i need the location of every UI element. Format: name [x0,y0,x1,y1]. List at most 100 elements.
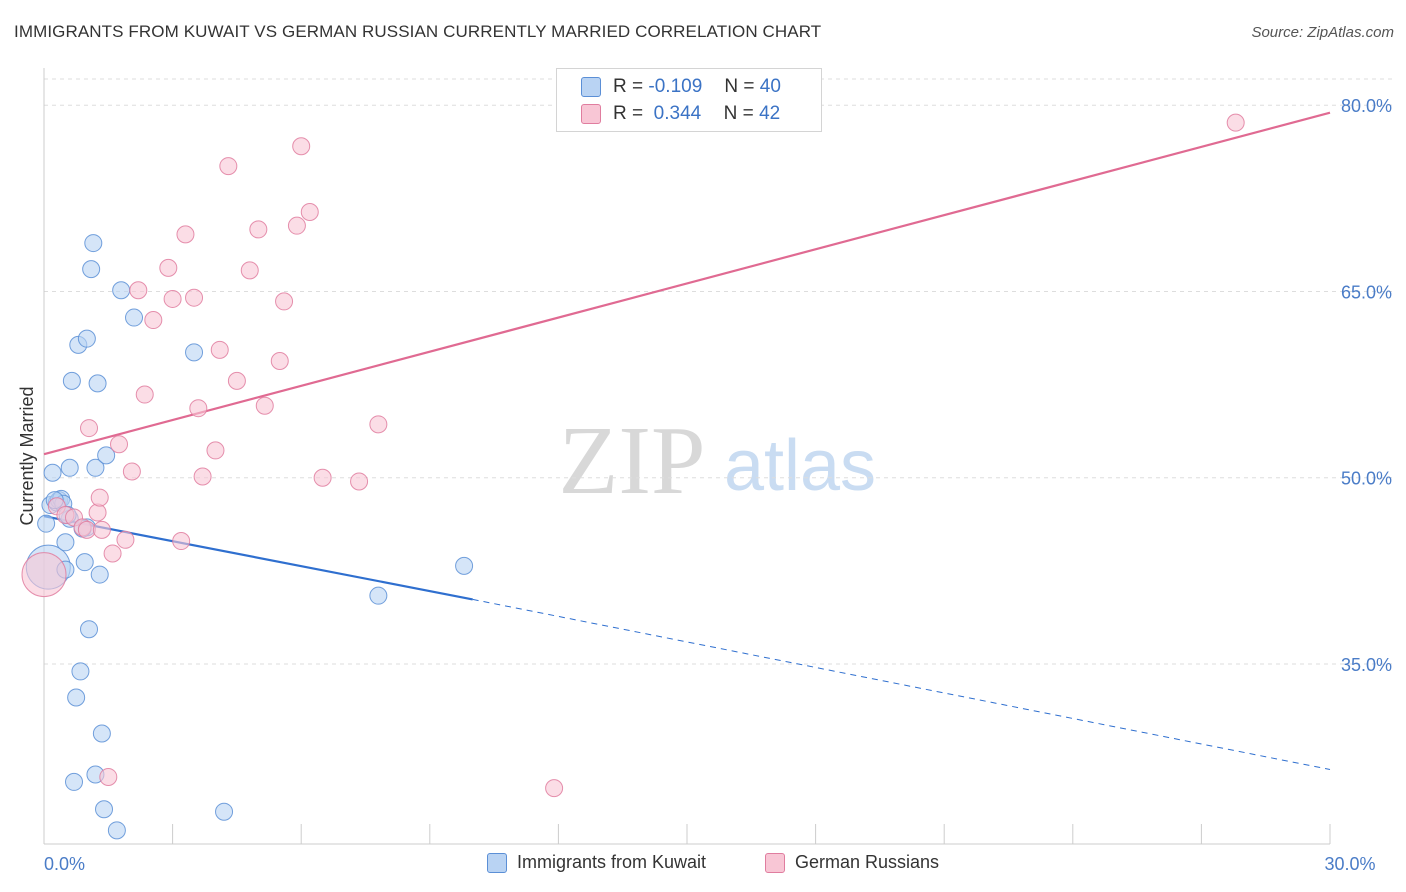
kuwait-point [56,533,75,552]
kuwait-trendline-extension [472,598,1331,770]
kuwait-point [82,260,101,279]
chart-title: IMMIGRANTS FROM KUWAIT VS GERMAN RUSSIAN… [14,22,822,41]
german-russian-trendline [43,111,1331,456]
kuwait-point [90,565,109,584]
n-label: N = [723,103,754,124]
pink-swatch [765,852,785,873]
german-russian-point [270,352,289,371]
kuwait-point [125,308,144,327]
german-russian-point [129,281,148,300]
german-russian-point [21,552,67,598]
y-tick-label: 65.0% [1341,282,1392,302]
kuwait-point [369,586,388,605]
german-russian-point [185,288,204,307]
axes [43,68,1331,845]
german-russian-point [163,289,182,308]
german-russian-point [110,435,129,454]
german-russian-point [99,767,118,786]
source-credit: Source: ZipAtlas.com [1251,24,1394,41]
german-russian-point [116,530,135,549]
legend-label-german-russians: German Russians [795,852,940,872]
kuwait-point [455,556,474,575]
german-russian-point [90,488,109,507]
y-tick-label: 35.0% [1341,655,1392,675]
german-russian-point [88,503,107,522]
kuwait-point [84,234,103,253]
german-russian-point [1226,113,1245,132]
legend-item-kuwait: Immigrants from Kuwait [487,852,706,873]
kuwait-trendline [43,515,473,601]
german-russian-point [240,261,259,280]
kuwait-point [86,458,105,477]
kuwait-point [215,802,234,821]
kuwait-point [65,772,84,791]
r-value-kuwait: -0.109 [648,76,703,97]
kuwait-point [77,329,96,348]
blue-swatch [581,77,601,97]
german-russian-point [135,385,154,404]
n-value-german-russians: 42 [759,103,781,124]
y-tick-label: 80.0% [1341,96,1392,116]
trendlines [43,111,1331,770]
watermark: ZIP atlas [559,407,877,515]
x-tick-label: 0.0% [44,854,85,874]
german-russian-point [300,203,319,222]
german-russian-point [369,415,388,434]
german-russian-point [313,468,332,487]
kuwait-point [43,463,62,482]
german-russian-point [189,399,208,418]
german-russian-point [210,340,229,359]
y-axis-label: Currently Married [17,386,37,525]
german-russian-point [193,467,212,486]
blue-swatch [487,852,507,873]
x-tick-label: 30.0% [1324,854,1375,874]
r-label: R = [613,76,644,97]
german-russian-point [176,225,195,244]
r-label: R = [613,103,644,124]
german-russian-point [77,520,96,539]
german-russian-point [80,419,99,438]
german-russian-point [172,532,191,551]
german-russian-point [92,520,111,539]
legend-row-kuwait: R = -0.109 N = 40 [581,74,781,100]
legend-label-kuwait: Immigrants from Kuwait [517,852,707,872]
kuwait-point [95,800,114,819]
german-russian-point [249,220,268,239]
grid [44,78,1392,665]
german-russian-point [287,216,306,235]
kuwait-point [88,374,107,393]
german-russian-point [219,157,238,176]
data-points [21,113,1245,840]
german-russian-point [103,544,122,563]
kuwait-point [107,821,126,840]
german-russian-point [122,462,141,481]
kuwait-point [185,343,204,362]
kuwait-point [62,371,81,390]
german-russian-point [206,441,225,460]
tick-labels: 35.0% 50.0% 65.0% 80.0% 0.0% 30.0% [44,96,1392,874]
kuwait-point [71,662,90,681]
n-value-kuwait: 40 [759,76,781,97]
german-russian-point [144,311,163,330]
legend-row-german-russians: R = 0.344 N = 42 [581,101,780,127]
correlation-legend: R = -0.109 N = 40 R = 0.344 N = 42 [556,68,822,132]
kuwait-point [37,514,56,533]
german-russian-point [255,396,274,415]
legend-item-german-russians: German Russians [765,852,939,873]
n-label: N = [724,76,755,97]
kuwait-point [80,620,99,639]
german-russian-point [275,292,294,311]
german-russian-point [292,137,311,156]
kuwait-point [67,688,86,707]
german-russian-point [545,779,564,798]
german-russian-point [159,258,178,277]
watermark-atlas: atlas [724,426,876,506]
german-russian-point [350,472,369,491]
kuwait-point [97,446,116,465]
pink-swatch [581,104,601,124]
y-tick-label: 50.0% [1341,469,1392,489]
r-value-german-russians: 0.344 [653,103,702,124]
kuwait-point [112,281,131,300]
watermark-zip: ZIP [559,407,706,515]
